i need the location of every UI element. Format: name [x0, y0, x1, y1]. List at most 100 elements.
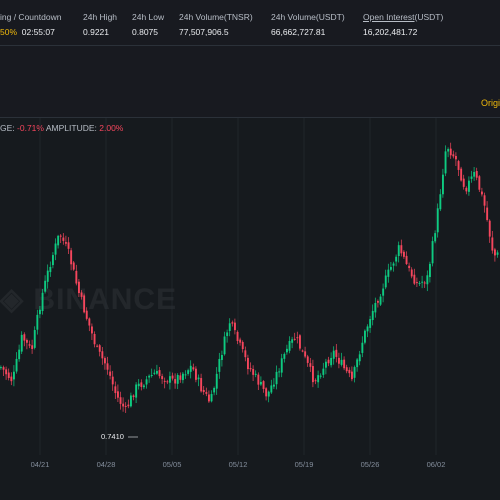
candle-body	[351, 371, 353, 380]
candle-body	[364, 330, 366, 343]
stats-divider	[0, 45, 500, 46]
candle-body	[434, 233, 437, 242]
candle-body	[23, 334, 26, 341]
x-axis: 04/21 04/28 05/05 05/12 05/19 05/26 06/02	[0, 455, 500, 500]
ticker-stats-bar: ing / Countdown 50% 02:55:07 24h High 0.…	[0, 0, 500, 45]
candle-body	[379, 296, 382, 305]
candle-body	[403, 251, 405, 257]
candle-body	[153, 372, 156, 374]
candle-body	[205, 392, 208, 394]
watermark-text: BINANCE	[33, 283, 178, 316]
candle-body	[332, 350, 335, 359]
candle-body	[52, 255, 54, 266]
candle-body	[319, 375, 322, 377]
volume-quote-value: 66,662,727.81	[271, 27, 326, 37]
candle-body	[273, 384, 275, 387]
candle-body	[46, 270, 49, 282]
candle-body	[416, 282, 418, 284]
candle-body	[358, 354, 361, 362]
candle-body	[262, 381, 265, 389]
open-interest-unit: (USDT)	[414, 12, 444, 22]
candle-body	[304, 351, 307, 357]
candle-body	[223, 336, 226, 355]
candle-body	[228, 323, 231, 331]
candle-body	[312, 366, 314, 383]
candle-body	[80, 292, 83, 297]
candle-body	[413, 274, 416, 284]
candle-body	[431, 241, 434, 264]
low-value: 0.8075	[132, 27, 158, 37]
candle-body	[75, 270, 78, 284]
candle-body	[317, 375, 320, 383]
candle-body	[5, 369, 8, 375]
volume-base-value: 77,507,906.5	[179, 27, 229, 37]
candle-body	[267, 391, 270, 397]
candle-body	[36, 314, 39, 330]
chart-info-line: GE: -0.71% AMPLITUDE: 2.00%	[0, 123, 123, 133]
candle-body	[377, 301, 379, 303]
candle-body	[140, 382, 143, 387]
candle-body	[488, 220, 491, 237]
candle-body	[137, 383, 140, 387]
candle-body	[314, 380, 317, 382]
candle-body	[148, 375, 151, 378]
candle-body	[486, 207, 489, 220]
open-interest-label[interactable]: Open Interest(USDT)	[363, 12, 443, 22]
candle-body	[457, 161, 460, 170]
candle-body	[161, 376, 164, 380]
candle-body	[189, 365, 192, 372]
candle-body	[10, 376, 13, 382]
candle-body	[447, 149, 450, 152]
funding-countdown: 02:55:07	[21, 27, 55, 37]
original-view-tab[interactable]: Origi	[481, 98, 500, 108]
candle-body	[374, 303, 377, 313]
candle-body	[195, 368, 197, 380]
candle-body	[96, 345, 99, 347]
candle-body	[234, 322, 236, 331]
candle-body	[470, 176, 473, 179]
candle-body	[325, 361, 327, 368]
candle-body	[283, 353, 286, 359]
candle-body	[44, 280, 47, 292]
candle-body	[429, 263, 431, 278]
candle-body	[475, 170, 478, 178]
candle-body	[395, 256, 398, 262]
candle-body	[462, 178, 465, 187]
candle-body	[7, 372, 10, 378]
candle-body	[26, 340, 28, 343]
candle-body	[465, 187, 468, 192]
candle-body	[306, 356, 309, 363]
candle-body	[473, 172, 476, 177]
candle-body	[353, 367, 356, 378]
candle-body	[106, 363, 109, 370]
candle-body	[202, 389, 205, 392]
candle-body	[356, 359, 359, 368]
candle-body	[387, 269, 390, 277]
candle-body	[270, 385, 273, 393]
candle-body	[179, 375, 182, 380]
candlestick-chart[interactable]	[0, 118, 500, 455]
candle-body	[369, 319, 372, 328]
candle-body	[293, 338, 296, 340]
candle-body	[62, 237, 65, 241]
candle-body	[59, 235, 62, 237]
candle-body	[72, 262, 75, 270]
candle-body	[109, 371, 112, 376]
candle-body	[18, 349, 21, 360]
candle-body	[0, 367, 2, 369]
candle-body	[275, 371, 278, 385]
candle-body	[410, 269, 413, 277]
candle-body	[163, 380, 166, 382]
candle-body	[124, 405, 127, 407]
open-interest-link[interactable]: Open Interest	[363, 12, 415, 22]
candle-body	[426, 275, 429, 285]
candle-body	[122, 403, 125, 407]
candle-body	[187, 370, 190, 374]
candle-body	[54, 243, 57, 255]
candle-body	[322, 368, 325, 375]
candle-body	[101, 351, 104, 359]
open-interest-value: 16,202,481.72	[363, 27, 418, 37]
candle-body	[392, 263, 395, 266]
candle-body	[436, 208, 439, 233]
candle-body	[439, 194, 442, 210]
